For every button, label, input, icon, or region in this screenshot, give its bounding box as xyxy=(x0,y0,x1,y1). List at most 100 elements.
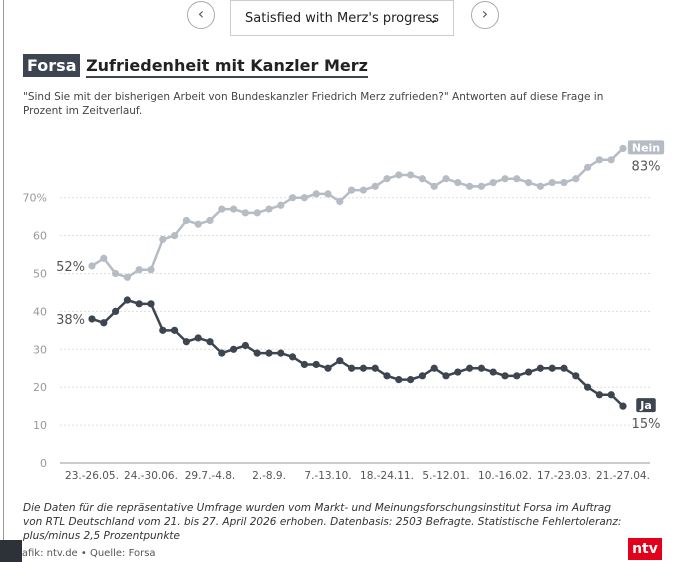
point xyxy=(418,372,426,380)
point xyxy=(501,175,509,183)
x-tick-label: 5.-12.01. xyxy=(422,470,469,482)
point xyxy=(525,368,533,376)
point xyxy=(300,360,308,369)
point xyxy=(454,368,462,376)
point xyxy=(348,186,356,194)
point xyxy=(584,383,592,391)
point xyxy=(536,364,545,372)
point xyxy=(88,262,96,270)
point xyxy=(371,182,379,190)
point xyxy=(159,326,167,334)
x-tick-label: 29.7.-4.8. xyxy=(185,470,236,482)
point xyxy=(430,182,438,190)
y-tick-label: 50 xyxy=(33,268,47,281)
point xyxy=(525,178,533,187)
point xyxy=(466,182,474,190)
point xyxy=(265,349,273,357)
x-tick-label: 17.-23.03. xyxy=(537,470,591,482)
point xyxy=(289,353,297,361)
point xyxy=(277,201,285,209)
point xyxy=(513,372,521,380)
point xyxy=(348,364,356,372)
point xyxy=(312,360,320,369)
next-button[interactable]: › xyxy=(471,1,499,29)
end-label: 15% xyxy=(632,417,661,432)
badge: Forsa xyxy=(23,54,81,77)
heading: Forsa Zufriedenheit mit Kanzler Merz xyxy=(23,54,368,78)
point xyxy=(265,205,273,213)
point xyxy=(572,175,580,183)
point xyxy=(112,269,120,278)
x-tick-label: 23.-26.05. xyxy=(65,470,119,482)
point xyxy=(289,194,297,202)
point xyxy=(619,402,627,410)
point xyxy=(595,391,604,399)
point xyxy=(454,178,462,187)
point xyxy=(182,338,190,346)
point xyxy=(584,163,592,171)
point xyxy=(88,315,96,323)
point xyxy=(407,376,415,384)
point xyxy=(418,175,426,183)
point xyxy=(548,364,556,372)
note: Die Daten für die repräsentative Umfrage… xyxy=(23,502,622,542)
point xyxy=(572,372,580,380)
y-tick-label: 0 xyxy=(40,457,47,470)
point xyxy=(241,341,249,350)
legend-badge xyxy=(627,140,665,155)
point xyxy=(477,182,485,190)
point xyxy=(430,364,438,372)
point xyxy=(395,171,403,179)
point xyxy=(230,345,238,353)
x-tick-label: 7.-13.10. xyxy=(304,470,351,482)
y-tick-label: 10 xyxy=(33,419,47,432)
x-tick-label: 2.-8.9. xyxy=(252,470,286,482)
legend-badge xyxy=(636,398,656,413)
y-tick-label: 30 xyxy=(33,343,47,356)
point xyxy=(218,205,226,213)
point xyxy=(147,266,155,274)
point xyxy=(466,364,474,372)
point xyxy=(218,349,226,357)
prev-button[interactable]: ‹ xyxy=(187,1,215,29)
point xyxy=(536,182,545,190)
point xyxy=(123,273,131,281)
point xyxy=(442,372,450,380)
point xyxy=(206,216,214,225)
point xyxy=(123,296,131,304)
point xyxy=(560,364,568,372)
point xyxy=(595,156,604,164)
point xyxy=(442,175,450,183)
point xyxy=(194,220,202,228)
point xyxy=(324,190,332,198)
point xyxy=(230,205,238,213)
point xyxy=(253,349,261,357)
point xyxy=(607,156,615,164)
x-tick-label: 21.-27.04. xyxy=(596,470,650,482)
point xyxy=(560,178,568,187)
point xyxy=(241,209,249,217)
scroll-up[interactable] xyxy=(0,540,22,562)
point xyxy=(253,209,261,217)
y-tick-label: 70% xyxy=(23,192,47,205)
x-tick-label: 18.-24.11. xyxy=(360,470,414,482)
point xyxy=(147,300,155,308)
legend-label: Ja xyxy=(639,399,652,412)
series-line xyxy=(91,298,624,408)
point xyxy=(607,391,615,399)
point xyxy=(359,364,367,372)
dropdown-label: Satisfied with Merz's progress xyxy=(245,11,439,26)
point xyxy=(477,364,485,372)
frame-line xyxy=(3,0,4,562)
point xyxy=(371,364,379,372)
point xyxy=(171,232,179,240)
dropdown[interactable]: Satisfied with Merz's progress ⌄ xyxy=(230,0,454,36)
credit: Grafik: ntv.de • Quelle: Forsa xyxy=(10,548,156,559)
point xyxy=(336,197,344,206)
point xyxy=(489,178,497,187)
point xyxy=(501,372,509,380)
point xyxy=(182,216,190,225)
y-tick-label: 20 xyxy=(33,381,47,394)
chart-title: Zufriedenheit mit Kanzler Merz xyxy=(86,56,368,78)
point xyxy=(336,357,344,365)
